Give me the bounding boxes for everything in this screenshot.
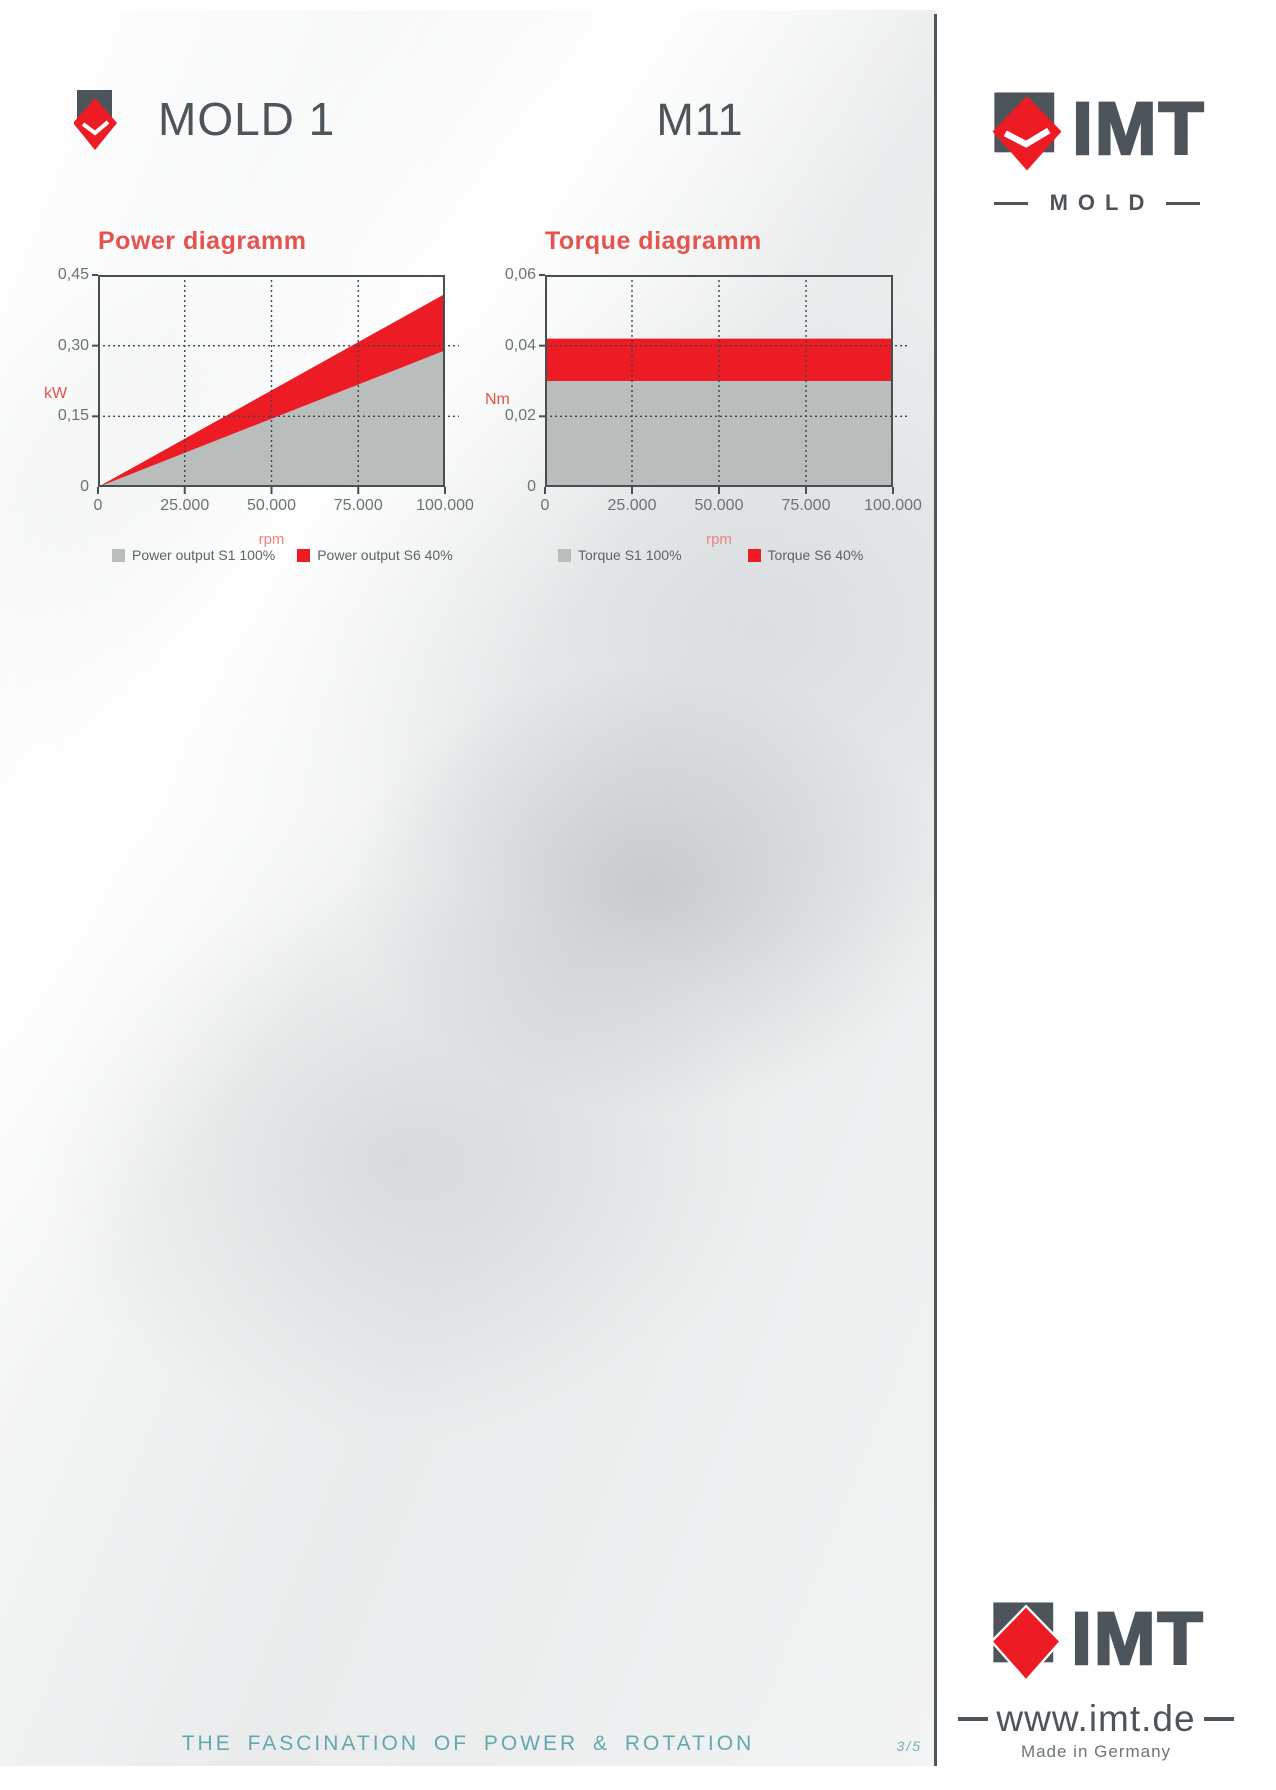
legend-item: Torque S6 40% [747, 547, 864, 563]
y-axis-ticks: 0 0,15 0,30 0,45 [29, 266, 89, 495]
plot-frame [98, 275, 445, 487]
legend-item: Power output S1 100% [112, 547, 275, 563]
torque-diagram: Torque diagramm Nm 0 0,02 0,04 0,06 0 25.000… [485, 227, 922, 563]
imt-diamond-chevron-icon [992, 92, 1062, 171]
x-tick-label: 0 [540, 497, 550, 514]
x-tick-label: 0 [93, 497, 103, 514]
x-tick-label: 50.000 [694, 497, 744, 514]
y-axis-unit: Nm [485, 391, 510, 408]
website-url: www.imt.de [996, 1698, 1196, 1739]
y-tick-label: 0 [527, 478, 536, 495]
legend-label: Torque S1 100% [578, 547, 682, 563]
legend-item: Power output S6 40% [297, 547, 453, 563]
legend-swatch [747, 548, 761, 562]
x-tick-label: 50.000 [247, 497, 296, 514]
brand-logotype: IMT [1070, 1597, 1205, 1680]
chart-legend: Torque S1 100% Torque S6 40% [558, 547, 863, 563]
x-tick-label: 25.000 [160, 497, 210, 514]
y-tick-label: 0,15 [57, 407, 89, 425]
header: MOLD 1 [74, 90, 335, 160]
plot-area [539, 274, 907, 494]
y-tick-label: 0,06 [504, 266, 536, 283]
page-number: 3/5 [896, 1738, 922, 1754]
sidebar-divider-line [934, 14, 937, 1766]
x-tick-label: 100.000 [864, 497, 922, 514]
x-tick-label: 25.000 [607, 497, 657, 514]
chart-legend: Power output S1 100% Power output S6 40% [112, 547, 453, 563]
legend-item: Torque S1 100% [558, 547, 682, 563]
brand-subline: MOLD [993, 190, 1201, 216]
legend-swatch [112, 548, 125, 562]
y-axis-ticks: 0 0,02 0,04 0,06 [476, 266, 536, 495]
rule-right [1203, 1717, 1234, 1721]
x-axis-unit: rpm [706, 531, 732, 548]
x-tick-label: 100.000 [416, 497, 474, 514]
website-row: www.imt.de [958, 1698, 1234, 1740]
y-tick-label: 0 [80, 478, 89, 495]
footer-tagline: THE FASCINATION OF POWER & ROTATION [181, 1732, 755, 1755]
plot-frame [545, 275, 893, 487]
y-axis-unit: kW [44, 385, 68, 402]
x-tick-label: 75.000 [333, 497, 383, 514]
rule-left [958, 1717, 989, 1721]
y-tick-label: 0,30 [57, 336, 89, 354]
brand-block-bottom: IMT www.imt.de Made in Germany [956, 1600, 1236, 1762]
brand-block-top: IMT MOLD [962, 90, 1232, 216]
imt-diamond-icon [74, 90, 117, 150]
legend-swatch [558, 548, 571, 562]
chart-title: Power diagramm [98, 227, 307, 255]
background-swirl [0, 10, 936, 1766]
legend-swatch [297, 548, 311, 562]
x-tick-label: 75.000 [781, 497, 831, 514]
rule-left [993, 201, 1028, 205]
brand-subline-label: MOLD [1049, 190, 1155, 215]
legend-label: Torque S6 40% [767, 547, 864, 563]
legend-label: Power output S6 40% [317, 547, 453, 563]
brand-logotype: IMT [1071, 87, 1206, 170]
model-code: M11 [656, 94, 744, 145]
made-in-label: Made in Germany [1020, 1742, 1172, 1761]
y-tick-label: 0,04 [504, 336, 536, 354]
y-tick-label: 0,02 [504, 407, 536, 425]
plot-canvas [539, 274, 907, 494]
power-diagram: Power diagramm kW 0 0,15 0,30 0,45 0 25.000 5… [44, 227, 474, 563]
y-tick-label: 0,45 [57, 266, 89, 283]
imt-diamond-icon [990, 1602, 1063, 1683]
x-axis-unit: rpm [258, 531, 285, 548]
plot-area [92, 274, 459, 494]
plot-canvas [92, 274, 459, 494]
legend-label: Power output S1 100% [132, 547, 276, 563]
page-title: MOLD 1 [158, 93, 336, 145]
rule-right [1166, 201, 1201, 205]
chart-title: Torque diagramm [545, 227, 762, 255]
